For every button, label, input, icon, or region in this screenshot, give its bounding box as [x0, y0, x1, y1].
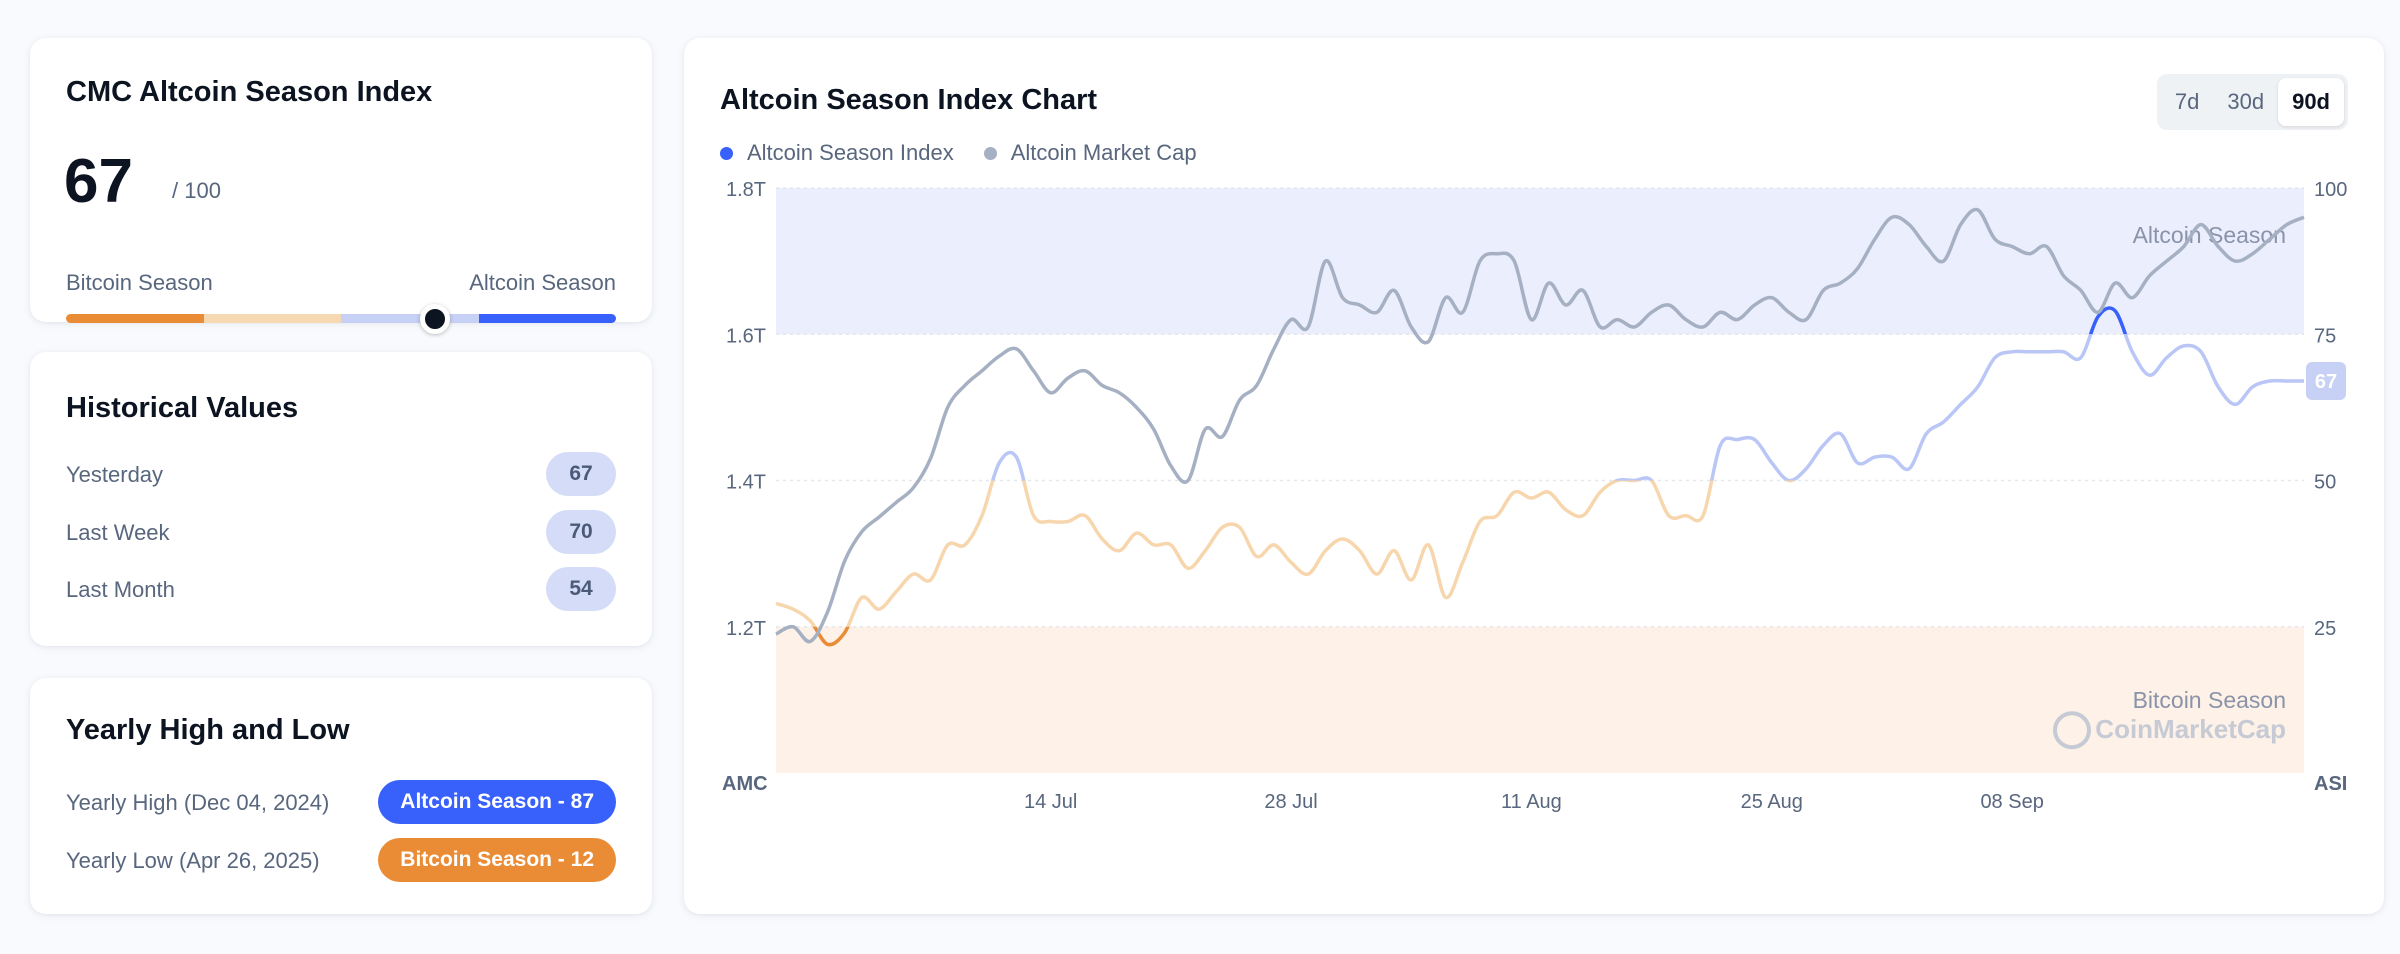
- historical-badge: 67: [546, 452, 616, 496]
- historical-badge: 70: [546, 510, 616, 554]
- altcoin-season-label: Altcoin Season: [469, 270, 616, 295]
- historical-row-yesterday: Yesterday 67: [66, 452, 616, 496]
- left-tick-label: 1.4T: [726, 472, 766, 494]
- historical-values-card: Historical Values Yesterday 67 Last Week…: [30, 352, 652, 646]
- series-line-altcoin-season-index: [775, 480, 1796, 627]
- series-line-altcoin-market-cap: [775, 207, 2305, 644]
- historical-label: Last Month: [66, 577, 175, 602]
- tab-30d[interactable]: 30d: [2227, 89, 2265, 114]
- yearly-low-badge: Bitcoin Season - 12: [378, 838, 616, 882]
- x-tick-label: 08 Sep: [1980, 791, 2043, 813]
- x-tick-label: 14 Jul: [1024, 791, 1077, 813]
- chart-card: Altcoin Season Index Chart 7d 30d 90d Al…: [684, 38, 2384, 914]
- altcoin-season-band: [776, 188, 2304, 335]
- series-line-altcoin-season-index: [990, 334, 2304, 481]
- historical-badge: 54: [546, 567, 616, 611]
- yearly-title: Yearly High and Low: [66, 714, 350, 746]
- yearly-low-row: Yearly Low (Apr 26, 2025) Bitcoin Season…: [66, 838, 616, 882]
- right-tick-label: 25: [2314, 618, 2336, 640]
- coinmarketcap-logo-icon: [2053, 711, 2091, 750]
- x-tick-label: 11 Aug: [1501, 791, 1562, 813]
- left-tick-label: 1.6T: [726, 325, 766, 347]
- legend-item-index[interactable]: Altcoin Season Index: [720, 140, 954, 166]
- legend-item-market-cap[interactable]: Altcoin Market Cap: [983, 140, 1197, 166]
- chart-legend: Altcoin Season Index Altcoin Market Cap: [720, 140, 1227, 166]
- historical-label: Yesterday: [66, 462, 164, 487]
- left-tick-label: 1.8T: [726, 179, 766, 201]
- gauge-segment-bitcoin: [66, 314, 204, 323]
- legend-label: Altcoin Season Index: [747, 140, 954, 165]
- yearly-high-low-card: Yearly High and Low Yearly High (Dec 04,…: [30, 678, 652, 914]
- gauge-segment-altcoin-light: [341, 314, 479, 323]
- range-tabs: 7d 30d 90d: [2156, 74, 2348, 130]
- yearly-low-label: Yearly Low (Apr 26, 2025): [66, 848, 320, 874]
- tab-90d[interactable]: 90d: [2278, 78, 2344, 126]
- historical-row-last-week: Last Week 70: [66, 510, 616, 554]
- right-tick-label: 75: [2314, 325, 2336, 347]
- yearly-high-label: Yearly High (Dec 04, 2024): [66, 790, 329, 816]
- altcoin-index-card: CMC Altcoin Season Index 67 / 100 Bitcoi…: [30, 38, 652, 334]
- gauge-segment-altcoin: [478, 314, 616, 323]
- current-value-marker: [2306, 362, 2346, 401]
- yearly-high-row: Yearly High (Dec 04, 2024) Altcoin Seaso…: [66, 780, 616, 824]
- index-card-title: CMC Altcoin Season Index: [66, 76, 433, 108]
- yearly-low-key: Yearly Low: [66, 848, 173, 873]
- bitcoin-season-label: Bitcoin Season: [66, 270, 213, 295]
- right-axis-label: ASI: [2314, 773, 2347, 795]
- index-max: / 100: [172, 178, 221, 203]
- yearly-high-badge: Altcoin Season - 87: [378, 780, 616, 824]
- gauge-knob: [419, 304, 450, 334]
- season-gauge: [66, 304, 616, 334]
- index-value: 67: [64, 147, 133, 216]
- gauge-segment-bitcoin-light: [203, 314, 341, 323]
- legend-dot-icon: [983, 146, 997, 160]
- yearly-low-date: (Apr 26, 2025): [178, 848, 320, 873]
- current-value-label: 67: [2315, 371, 2337, 393]
- historical-row-last-month: Last Month 54: [66, 567, 616, 611]
- bitcoin-season-band-label: Bitcoin Season: [2133, 687, 2286, 713]
- right-tick-label: 100: [2314, 179, 2347, 201]
- x-tick-label: 25 Aug: [1741, 791, 1803, 813]
- tab-7d[interactable]: 7d: [2174, 89, 2200, 114]
- historical-label: Last Week: [66, 520, 170, 545]
- historical-title: Historical Values: [66, 392, 299, 424]
- yearly-high-key: Yearly High: [66, 790, 178, 815]
- watermark: CoinMarketCap: [2095, 714, 2286, 744]
- x-tick-label: 28 Jul: [1264, 791, 1317, 813]
- legend-label: Altcoin Market Cap: [1010, 140, 1197, 165]
- bitcoin-season-band: [776, 626, 2304, 773]
- yearly-high-date: (Dec 04, 2024): [183, 790, 330, 815]
- legend-dot-icon: [720, 146, 733, 160]
- left-tick-label: 1.2T: [726, 618, 766, 640]
- left-axis-label: AMC: [722, 773, 768, 795]
- right-tick-label: 50: [2314, 472, 2336, 494]
- chart-title: Altcoin Season Index Chart: [720, 84, 1098, 116]
